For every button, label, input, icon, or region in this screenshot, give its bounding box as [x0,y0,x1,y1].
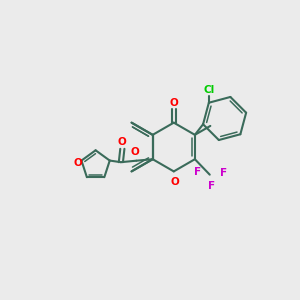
Text: Cl: Cl [203,85,214,95]
Text: O: O [118,137,127,147]
Text: O: O [169,98,178,108]
Text: O: O [171,177,180,187]
Text: O: O [74,158,82,168]
Text: F: F [220,168,227,178]
Text: F: F [208,181,215,191]
Text: F: F [194,167,201,177]
Text: O: O [130,147,139,157]
